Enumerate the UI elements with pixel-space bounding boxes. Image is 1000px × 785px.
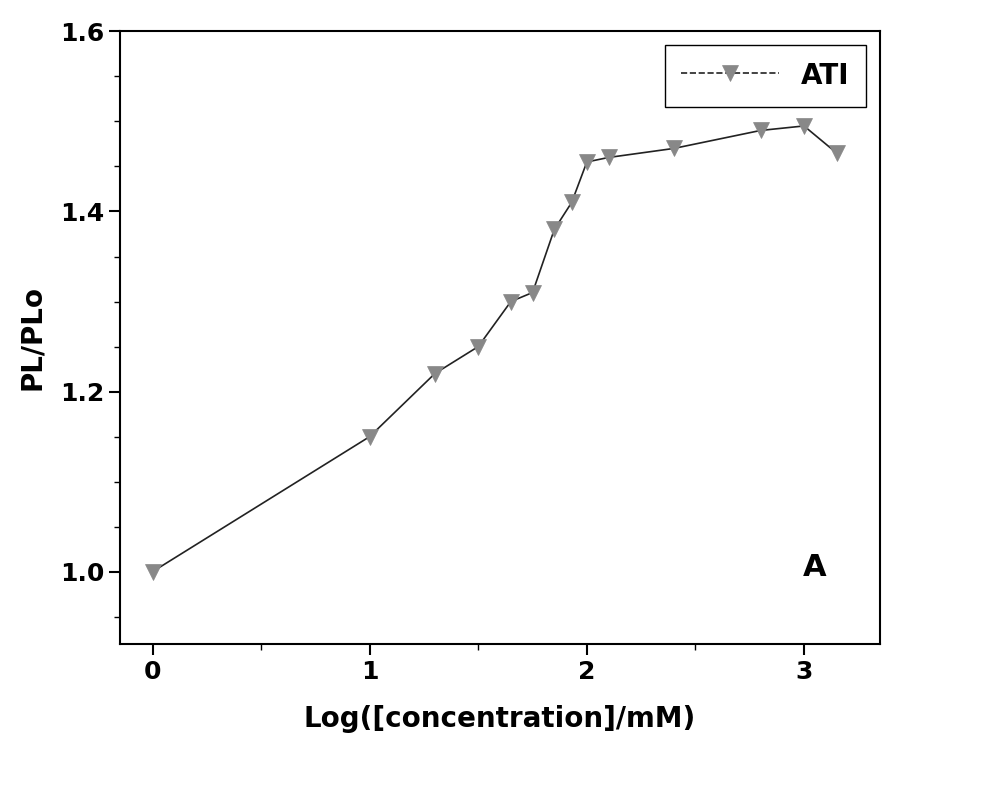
ATI bbox=[755, 126, 767, 135]
Legend: ATI: ATI bbox=[665, 46, 866, 107]
Y-axis label: PL/PLo: PL/PLo bbox=[18, 285, 46, 390]
ATI bbox=[429, 369, 441, 378]
ATI bbox=[472, 341, 484, 351]
ATI bbox=[505, 297, 517, 306]
X-axis label: Log([concentration]/mM): Log([concentration]/mM) bbox=[304, 704, 696, 732]
Text: A: A bbox=[803, 553, 827, 582]
ATI bbox=[548, 225, 560, 234]
ATI bbox=[147, 567, 159, 576]
ATI bbox=[566, 198, 578, 207]
ATI bbox=[527, 288, 539, 298]
ATI bbox=[364, 432, 376, 441]
Line: ATI: ATI bbox=[144, 118, 845, 580]
ATI bbox=[581, 157, 593, 166]
ATI bbox=[603, 153, 615, 162]
ATI bbox=[831, 148, 843, 158]
ATI bbox=[798, 121, 810, 130]
ATI bbox=[668, 144, 680, 153]
